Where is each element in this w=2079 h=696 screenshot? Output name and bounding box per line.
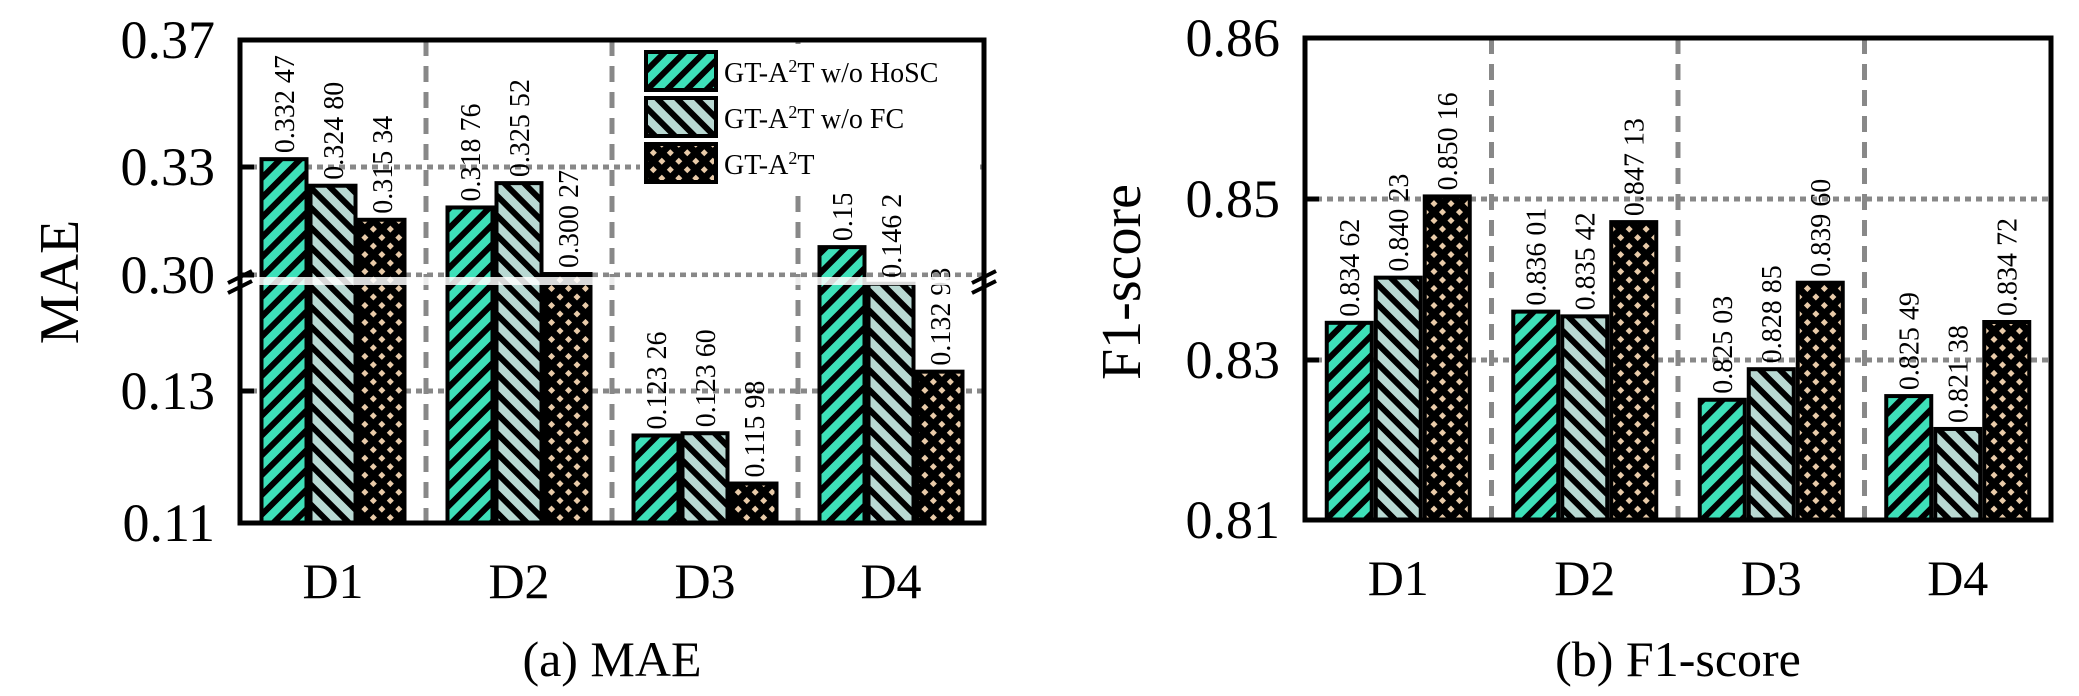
- legend-label: GT-A2T w/o HoSC: [724, 56, 938, 89]
- bar-value-label: 0.850 16: [1433, 92, 1464, 190]
- bar-value-label: 0.123 60: [691, 329, 722, 427]
- bar: [1560, 314, 1610, 522]
- x-category-label: D4: [860, 553, 921, 609]
- bar: [1373, 275, 1423, 522]
- axis-break-slash: [971, 279, 997, 295]
- bar: [817, 245, 867, 525]
- mae-y-ticks: 0.11 0.13 0.30 0.33 0.37: [121, 10, 254, 553]
- f1-value-labels: 0.834 62 0.836 01 0.825 03 0.825 49 0.840 23…: [1335, 92, 2024, 423]
- bar-value-label: 0.332 47: [270, 55, 301, 153]
- bar-value-label: 0.825 49: [1895, 292, 1926, 390]
- bar: [1933, 426, 1983, 522]
- x-category-label: D2: [488, 553, 549, 609]
- axis-break-slash: [971, 269, 997, 285]
- y-tick-label: 0.11: [123, 493, 216, 553]
- bar: [445, 205, 495, 526]
- x-category-label: D3: [1741, 550, 1802, 606]
- y-tick-label: 0.85: [1186, 169, 1281, 229]
- mae-x-categories: D1 D2 D3 D4: [302, 553, 921, 609]
- bar: [259, 157, 309, 525]
- bar: [866, 281, 916, 525]
- bar: [631, 433, 681, 526]
- legend-swatch: [644, 50, 718, 92]
- y-tick-label: 0.13: [121, 361, 216, 421]
- bar-value-label: 0.325 52: [505, 79, 536, 177]
- bar-value-label: 0.828 85: [1757, 265, 1788, 363]
- axis-break-slash: [227, 279, 253, 295]
- x-category-label: D1: [1368, 550, 1429, 606]
- f1-x-categories: D1 D2 D3 D4: [1368, 550, 1989, 606]
- bar: [494, 181, 544, 526]
- bar: [1697, 397, 1747, 523]
- legend: GT-A2T w/o HoSC GT-A2T w/o FC GT-A2T: [640, 44, 980, 194]
- bar: [543, 272, 593, 526]
- bar-value-label: 0.834 72: [1993, 218, 2024, 316]
- axis-break-band: [244, 277, 980, 285]
- y-tick-label: 0.86: [1186, 8, 1281, 68]
- legend-swatch: [644, 142, 718, 184]
- y-tick-label: 0.83: [1186, 330, 1281, 390]
- bar-value-label: 0.847 13: [1620, 118, 1651, 216]
- f1-caption: (b) F1-score: [1555, 631, 1801, 687]
- mae-panel: 0.332 470.318 760.123 260.151 800.324 80…: [29, 10, 997, 687]
- y-tick-label: 0.30: [121, 245, 216, 305]
- bar-value-label: 0.300 27: [554, 170, 585, 268]
- legend-label: GT-A2T w/o FC: [724, 102, 904, 135]
- bar-value-label: 0.318 76: [456, 103, 487, 201]
- bar-value-label: 0.839 60: [1806, 179, 1837, 277]
- bar-value-label: 0.840 23: [1384, 174, 1415, 272]
- f1-plot-frame: [1302, 35, 2054, 523]
- mae-caption: (a) MAE: [522, 631, 701, 687]
- legend-swatch: [644, 96, 718, 138]
- bar: [1884, 394, 1934, 522]
- bar: [1795, 280, 1845, 522]
- bar: [357, 217, 407, 525]
- bar-value-label: 0.146 25: [877, 180, 908, 278]
- bar: [1422, 194, 1472, 522]
- bar-value-label: 0.123 26: [642, 331, 673, 429]
- bar: [1609, 220, 1659, 523]
- x-category-label: D4: [1927, 550, 1988, 606]
- bar: [308, 183, 358, 525]
- bar-value-label: 0.821 38: [1944, 325, 1975, 423]
- bar: [1511, 309, 1561, 522]
- bar-value-label: 0.115 98: [740, 381, 771, 478]
- bar-value-label: 0.324 80: [319, 82, 350, 180]
- bar: [1746, 367, 1796, 523]
- bar: [915, 369, 965, 525]
- bar-value-label: 0.315 34: [368, 116, 399, 214]
- x-category-label: D2: [1554, 550, 1615, 606]
- legend-label: GT-A2T: [724, 148, 814, 181]
- mae-y-axis-title: MAE: [29, 220, 91, 344]
- bar: [680, 431, 730, 525]
- x-category-label: D1: [302, 553, 363, 609]
- bar-value-label: 0.836 01: [1522, 208, 1553, 306]
- y-tick-label: 0.37: [121, 10, 216, 70]
- y-tick-label: 0.81: [1186, 490, 1281, 550]
- f1-y-ticks: 0.81 0.83 0.85 0.86: [1186, 8, 1319, 550]
- f1-panel: 0.834 62 0.836 01 0.825 03 0.825 49 0.840 23…: [1091, 8, 2054, 687]
- mae-bars: [259, 157, 965, 526]
- mae-plot-frame: [237, 37, 987, 526]
- f1-bars: [1324, 194, 2032, 523]
- x-category-label: D3: [674, 553, 735, 609]
- bar-value-label: 0.834 62: [1335, 219, 1366, 317]
- bar: [1324, 320, 1374, 522]
- bar: [1982, 320, 2032, 522]
- bar-value-label: 0.835 42: [1571, 212, 1602, 310]
- f1-y-axis-title: F1-score: [1091, 184, 1153, 380]
- y-tick-label: 0.33: [121, 137, 216, 197]
- bar: [729, 481, 779, 526]
- bar-value-label: 0.825 03: [1708, 296, 1739, 394]
